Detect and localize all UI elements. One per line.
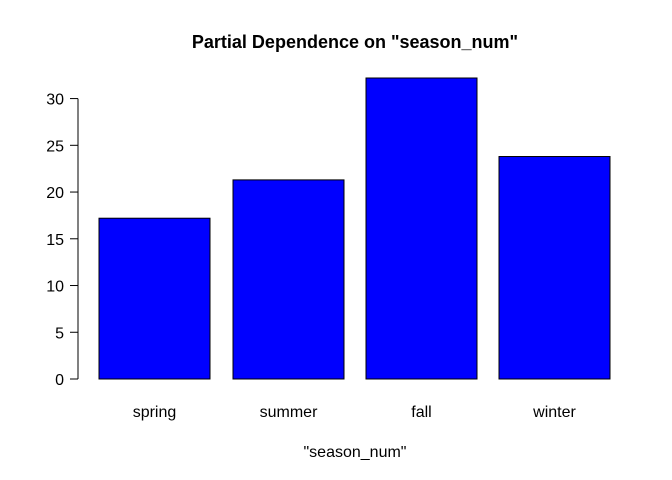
y-tick-label: 20 [46, 185, 64, 202]
x-category-label-winter: winter [532, 404, 576, 421]
bar-summer [232, 179, 345, 380]
y-tick-label: 30 [46, 92, 64, 109]
y-tick-label: 25 [46, 138, 64, 155]
bar-winter [498, 156, 611, 380]
chart-title: Partial Dependence on "season_num" [192, 32, 518, 52]
x-axis-label: "season_num" [304, 444, 407, 461]
y-tick-label: 15 [46, 232, 64, 249]
x-category-label-spring: spring [133, 404, 177, 421]
y-axis: 0 5 10 15 20 25 30 [46, 92, 79, 389]
bar-fall [365, 77, 478, 380]
bars-group [98, 77, 611, 380]
bar-spring [98, 217, 211, 380]
y-tick-label: 5 [55, 325, 64, 342]
x-category-labels: spring summer fall winter [133, 404, 577, 421]
y-tick-label: 10 [46, 279, 64, 296]
x-category-label-fall: fall [411, 404, 431, 421]
y-tick-label: 0 [55, 372, 64, 389]
x-category-label-summer: summer [260, 404, 318, 421]
